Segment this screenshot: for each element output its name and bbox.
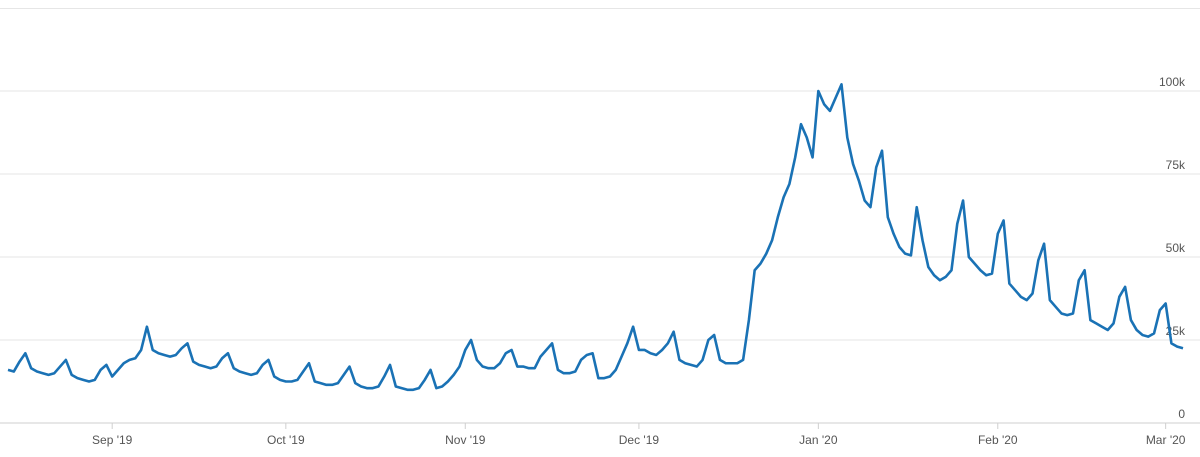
y-tick-label: 0 <box>1178 407 1185 421</box>
x-tick-label: Feb '20 <box>978 433 1018 447</box>
x-tick-label: Nov '19 <box>445 433 486 447</box>
y-tick-label: 75k <box>1166 158 1186 172</box>
x-tick-label: Sep '19 <box>92 433 133 447</box>
x-tick-label: Mar '20 <box>1146 433 1186 447</box>
x-tick-label: Dec '19 <box>619 433 660 447</box>
data-line <box>7 83 1184 392</box>
y-tick-label: 50k <box>1166 241 1186 255</box>
x-tick-label: Oct '19 <box>267 433 305 447</box>
x-tick-label: Jan '20 <box>799 433 838 447</box>
y-tick-label: 100k <box>1159 75 1186 89</box>
